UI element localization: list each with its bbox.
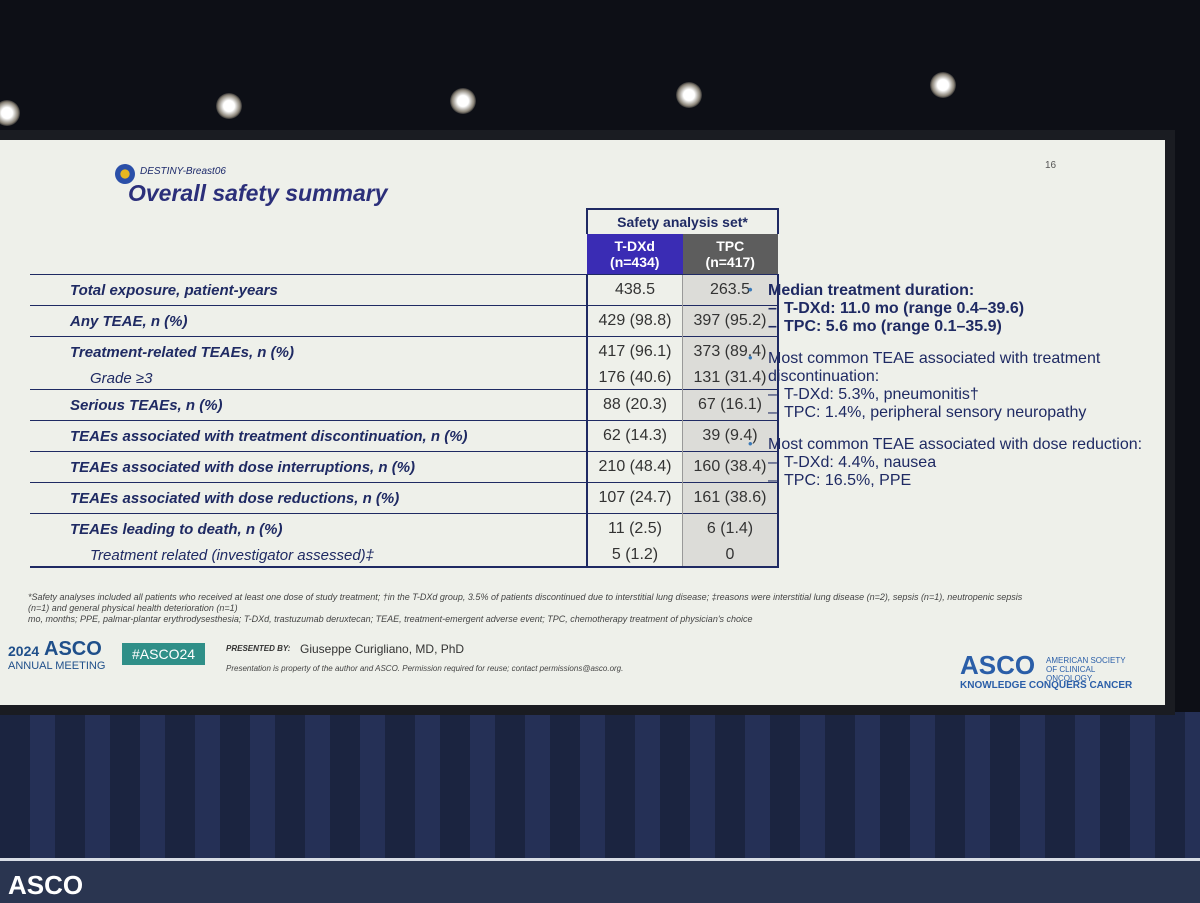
- column-header-row: T-DXd (n=434) TPC (n=417): [30, 234, 778, 275]
- row-label: TEAEs associated with dose reductions, n…: [30, 482, 587, 514]
- footnote: mo, months; PPE, palmar-plantar erythrod…: [28, 614, 753, 624]
- bullet-text: Most common TEAE associated with treatme…: [768, 350, 1101, 385]
- bullet-item: T-DXd: 11.0 mo (range 0.4–39.6): [768, 300, 1148, 318]
- column-n: (n=434): [610, 254, 660, 270]
- bullet: Most common TEAE associated with dose re…: [748, 436, 1148, 490]
- footnotes: *Safety analyses included all patients w…: [28, 592, 1028, 625]
- table-row: Total exposure, patient-years 438.5 263.5: [30, 274, 779, 306]
- bullet-item: TPC: 5.6 mo (range 0.1–35.9): [768, 318, 1148, 336]
- presenter: Giuseppe Curigliano, MD, PhD: [300, 642, 465, 656]
- cell: 5 (1.2): [586, 544, 683, 568]
- page-number: 16: [1045, 160, 1057, 171]
- bullet-item: T-DXd: 5.3%, pneumonitis†: [768, 386, 1148, 404]
- row-label: TEAEs associated with dose interruptions…: [30, 451, 587, 483]
- disclaimer: Presentation is property of the author a…: [226, 664, 624, 673]
- column-n: (n=417): [705, 254, 755, 270]
- slide: DESTINY-Breast06 Overall safety summary …: [0, 140, 1165, 705]
- column-name: TPC: [716, 238, 745, 254]
- cell: 88 (20.3): [586, 389, 683, 421]
- bullet-text: Most common TEAE associated with dose re…: [768, 436, 1143, 453]
- cell: 429 (98.8): [586, 305, 683, 337]
- bullet-item: TPC: 1.4%, peripheral sensory neuropathy: [768, 404, 1148, 422]
- logo-text: DESTINY-Breast06: [140, 166, 226, 177]
- row-label: Total exposure, patient-years: [30, 274, 587, 306]
- cell: 62 (14.3): [586, 420, 683, 452]
- table-row: Treatment related (investigator assessed…: [30, 544, 779, 568]
- row-label: Serious TEAEs, n (%): [30, 389, 587, 421]
- safety-table: Safety analysis set* T-DXd (n=434) TPC (n=4…: [30, 208, 779, 568]
- bullet: Median treatment duration:T-DXd: 11.0 mo…: [748, 282, 1148, 336]
- cell: 176 (40.6): [586, 367, 683, 390]
- cell: 0: [682, 544, 779, 568]
- asco-tagline: KNOWLEDGE CONQUERS CANCER: [960, 680, 1133, 691]
- curtain: [0, 712, 1200, 862]
- stage-front: [0, 858, 1200, 903]
- column-header: TPC (n=417): [682, 234, 778, 275]
- group-header: Safety analysis set*: [586, 208, 779, 234]
- meeting-asco: ASCO: [44, 638, 102, 660]
- row-label: Any TEAE, n (%): [30, 305, 587, 337]
- table-row: TEAEs leading to death, n (%) 11 (2.5) 6 (…: [30, 513, 779, 544]
- row-label: Grade ≥3: [90, 369, 153, 387]
- bullet-item: T-DXd: 4.4%, nausea: [768, 454, 1148, 472]
- row-label: TEAEs leading to death, n (%): [30, 513, 587, 544]
- table-row: Serious TEAEs, n (%) 88 (20.3) 67 (16.1): [30, 389, 779, 421]
- bullet: Most common TEAE associated with treatme…: [748, 350, 1148, 422]
- table-row: TEAEs associated with dose reductions, n…: [30, 482, 779, 514]
- table-row: Grade ≥3 176 (40.6) 131 (31.4): [30, 367, 779, 390]
- column-name: T-DXd: [614, 238, 655, 254]
- footnote: *Safety analyses included all patients w…: [28, 592, 1023, 613]
- meeting-year: 2024: [8, 643, 40, 659]
- bullet-list: Median treatment duration:T-DXd: 11.0 mo…: [748, 282, 1148, 504]
- cell: 6 (1.4): [682, 513, 779, 544]
- cell: 417 (96.1): [586, 336, 683, 367]
- table-row: Treatment-related TEAEs, n (%) 417 (96.1)…: [30, 336, 779, 367]
- row-label: Treatment related (investigator assessed…: [30, 544, 587, 568]
- asco-logo: ASCO: [960, 650, 1036, 680]
- spacer: [30, 234, 587, 275]
- table-row: TEAEs associated with dose interruptions…: [30, 451, 779, 483]
- spacer: [30, 209, 587, 234]
- cell: 107 (24.7): [586, 482, 683, 514]
- stage-sign: ASCO: [8, 870, 84, 900]
- logo-icon: [115, 164, 135, 184]
- group-header-row: Safety analysis set*: [30, 208, 779, 234]
- bullet-text: Median treatment duration:: [768, 282, 975, 299]
- cell: 438.5: [586, 274, 683, 306]
- column-header: T-DXd (n=434): [587, 234, 683, 275]
- table-row: Any TEAE, n (%) 429 (98.8) 397 (95.2): [30, 305, 779, 337]
- bullet-item: TPC: 16.5%, PPE: [768, 472, 1148, 490]
- table-row: TEAEs associated with treatment disconti…: [30, 420, 779, 452]
- slide-title: Overall safety summary: [128, 180, 388, 206]
- row-label: Treatment-related TEAEs, n (%): [30, 336, 587, 367]
- asco-society: AMERICAN SOCIETY OF CLINICAL ONCOLOGY: [1046, 656, 1126, 683]
- cell: 11 (2.5): [586, 513, 683, 544]
- presented-by: PRESENTED BY:: [226, 644, 291, 653]
- meeting-name: ANNUAL MEETING: [8, 660, 106, 672]
- row-label: TEAEs associated with treatment disconti…: [30, 420, 587, 452]
- hashtag: #ASCO24: [122, 643, 206, 665]
- cell: 210 (48.4): [586, 451, 683, 483]
